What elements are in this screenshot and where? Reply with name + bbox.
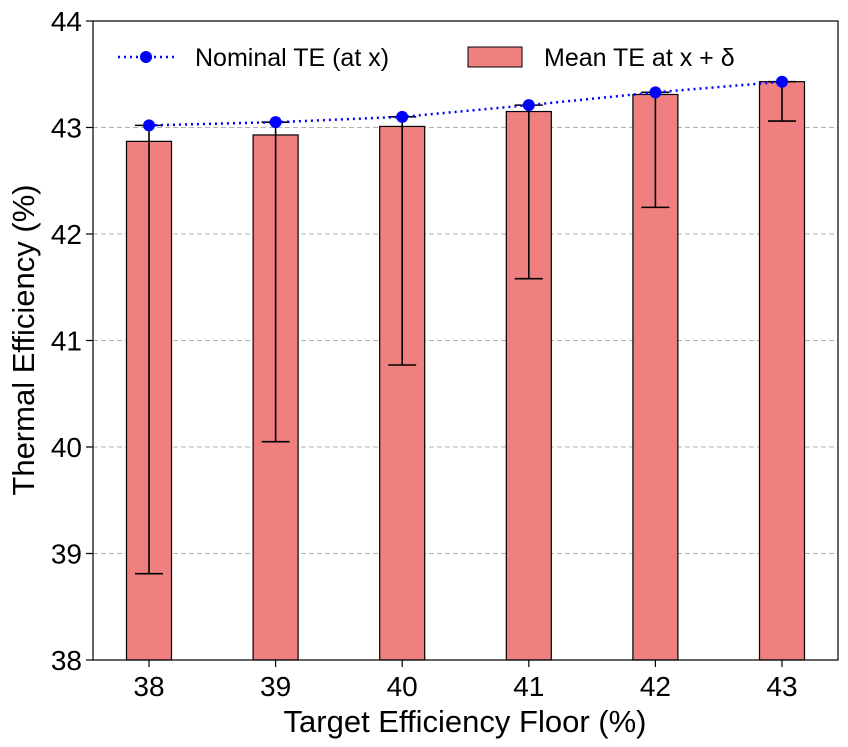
y-axis: 38 39 40 41 42 43 44 bbox=[51, 6, 93, 676]
legend-label-nominal: Nominal TE (at x) bbox=[195, 44, 389, 72]
nominal-point bbox=[396, 110, 409, 123]
bar bbox=[758, 81, 806, 661]
legend-bar-swatch bbox=[467, 46, 523, 68]
x-tick-label: 42 bbox=[640, 671, 671, 702]
x-tick-label: 38 bbox=[133, 671, 164, 702]
x-tick-label: 40 bbox=[387, 671, 418, 702]
nominal-point bbox=[649, 86, 662, 99]
nominal-line-series bbox=[143, 75, 788, 132]
y-tick-label: 39 bbox=[51, 539, 82, 570]
x-tick-label: 39 bbox=[260, 671, 291, 702]
y-tick-label: 42 bbox=[51, 219, 82, 250]
nominal-point bbox=[522, 99, 535, 112]
y-tick-label: 44 bbox=[51, 6, 82, 37]
legend-marker-swatch bbox=[140, 51, 152, 63]
legend-label-mean: Mean TE at x + δ bbox=[544, 44, 735, 72]
bar bbox=[505, 110, 552, 661]
y-tick-label: 38 bbox=[51, 645, 82, 676]
x-tick-label: 41 bbox=[513, 671, 544, 702]
nominal-point bbox=[776, 75, 788, 88]
x-tick-label: 43 bbox=[766, 671, 797, 702]
nominal-point bbox=[143, 119, 155, 132]
x-axis-title: Target Efficiency Floor (%) bbox=[284, 704, 647, 739]
nominal-line bbox=[148, 80, 783, 127]
y-tick-label: 40 bbox=[51, 432, 82, 463]
y-axis-title: Thermal Efficiency (%) bbox=[6, 184, 41, 495]
nominal-point bbox=[269, 116, 282, 129]
y-tick-label: 41 bbox=[51, 326, 82, 357]
x-axis: 38 39 40 41 42 43 bbox=[133, 660, 798, 702]
grid-lines bbox=[93, 127, 838, 554]
legend: Nominal TE (at x) Mean TE at x + δ bbox=[118, 44, 735, 72]
y-tick-label: 43 bbox=[51, 113, 82, 144]
